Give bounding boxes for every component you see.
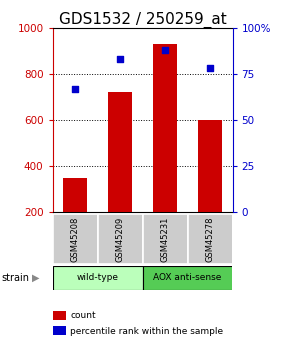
- Text: GSM45231: GSM45231: [160, 216, 169, 262]
- Text: GSM45208: GSM45208: [70, 216, 80, 262]
- Text: ▶: ▶: [32, 273, 39, 283]
- Point: [118, 56, 122, 62]
- Text: GSM45209: GSM45209: [116, 216, 124, 262]
- Point: [163, 47, 167, 52]
- Text: percentile rank within the sample: percentile rank within the sample: [70, 327, 224, 336]
- Point: [73, 86, 77, 91]
- Text: GSM45278: GSM45278: [206, 216, 214, 262]
- Point: [208, 66, 212, 71]
- Bar: [188, 214, 232, 264]
- Bar: [108, 92, 132, 212]
- Bar: [52, 214, 98, 264]
- Bar: [52, 266, 142, 290]
- Text: wild-type: wild-type: [76, 273, 118, 282]
- Text: count: count: [70, 311, 96, 320]
- Bar: [98, 214, 142, 264]
- Bar: [142, 214, 188, 264]
- Bar: [142, 266, 232, 290]
- Text: AOX anti-sense: AOX anti-sense: [153, 273, 222, 282]
- Title: GDS1532 / 250259_at: GDS1532 / 250259_at: [58, 11, 227, 28]
- Bar: [198, 120, 222, 212]
- Text: strain: strain: [2, 273, 29, 283]
- Bar: [63, 178, 87, 212]
- Bar: [153, 44, 177, 212]
